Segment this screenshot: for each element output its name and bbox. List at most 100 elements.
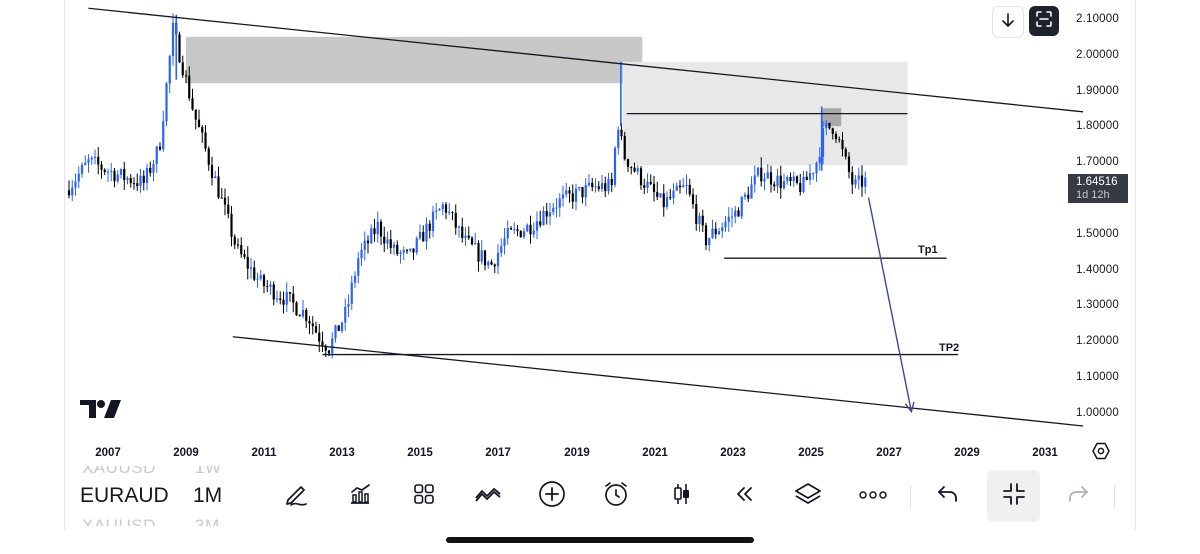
candle-body [818,156,821,163]
candle-body [412,248,415,253]
candle-body [249,267,253,269]
candle-body [623,136,626,160]
undo-icon [935,481,961,512]
candle-body [126,177,129,181]
indicators-icon [346,480,374,513]
candle-body [253,267,256,280]
candle-body [776,175,779,187]
toolbar-divider [1114,486,1115,508]
undo-button[interactable] [926,474,970,518]
candle-body [844,149,847,157]
candle-body [753,175,756,185]
candle-body [409,248,412,251]
chart-settings-button[interactable] [1087,439,1115,467]
candle-body [217,176,220,198]
candle-body [441,204,444,210]
candle-body [662,193,665,208]
candle-body [438,209,441,211]
object-tree-button[interactable] [786,474,830,518]
indicators-button[interactable] [338,474,382,518]
pen-icon [282,480,310,513]
candle-body [480,250,483,262]
candle-body [123,168,126,181]
candle-body [204,132,207,149]
chart-type-button[interactable] [660,474,704,518]
candle-body [730,216,734,218]
drawing-tools-button[interactable] [274,474,318,518]
candle-body [483,250,487,266]
candle-body [487,261,490,266]
candle-body [279,298,282,300]
candle-body [470,237,474,245]
candle-body [734,210,737,217]
candle-body [402,250,405,253]
download-button[interactable] [992,6,1024,38]
projection-arrow-head [904,401,915,414]
add-button[interactable] [530,474,574,518]
price-chart[interactable] [0,0,1200,470]
replay-icon [730,480,758,513]
candle-body [727,216,730,222]
replay-button[interactable] [722,474,766,518]
candle-body [292,293,295,303]
candle-body [613,147,617,186]
candle-body [184,75,188,77]
compare-button[interactable] [466,474,510,518]
candle-body [522,231,526,237]
redo-button[interactable] [1056,474,1100,518]
candle-body [717,231,721,235]
ghost-interval-above: 1W [195,466,222,478]
layout-button[interactable] [402,474,446,518]
candle-body [116,174,119,182]
candle-body [805,176,808,181]
fullscreen-icon [1035,10,1053,33]
candle-body [418,231,422,239]
grid-icon [410,480,438,513]
candle-body [227,204,230,214]
candle-body [513,229,516,231]
candle-body [847,156,851,173]
candle-body [67,190,71,196]
candle-body [188,75,191,99]
candle-body [464,235,467,238]
price-tick: 2.10000 [1076,13,1119,25]
candle-body [574,188,578,202]
candle-body [331,338,334,354]
price-tick: 1.40000 [1076,264,1119,276]
collapse-button[interactable] [987,470,1040,522]
candle-body [701,215,704,226]
candle-body [119,168,123,175]
candle-body [555,207,558,209]
tp2-label[interactable]: TP2 [939,342,960,354]
candle-body [675,185,678,191]
candle-body [324,346,327,351]
lower-channel-line [232,336,1084,427]
candle-body [864,177,867,187]
candle-body [561,194,565,199]
candle-body [760,167,763,182]
symbol-selector[interactable]: EURAUD [80,484,169,507]
candle-body [376,221,379,235]
candle-body [386,239,389,244]
candle-body [584,185,587,198]
interval-selector[interactable]: 1M [193,484,223,507]
fullscreen-button[interactable] [1029,6,1059,36]
candle-body [295,302,298,316]
candle-body [721,227,724,232]
supply-zone-2008 [186,36,643,84]
tp1-label[interactable]: Tp1 [918,244,938,256]
candle-body [191,98,194,110]
candle-body [178,34,181,63]
candle-body [678,185,682,188]
alert-button[interactable] [594,474,638,518]
year-tick: 2029 [954,447,980,459]
ghost-symbol-below: XAUUSD [82,516,156,526]
candle-body [828,122,831,129]
candle-body [74,181,77,188]
candle-body [493,264,496,267]
candle-body [529,224,532,235]
candle-body [435,210,438,212]
home-indicator[interactable] [446,537,754,543]
more-button[interactable] [851,474,895,518]
